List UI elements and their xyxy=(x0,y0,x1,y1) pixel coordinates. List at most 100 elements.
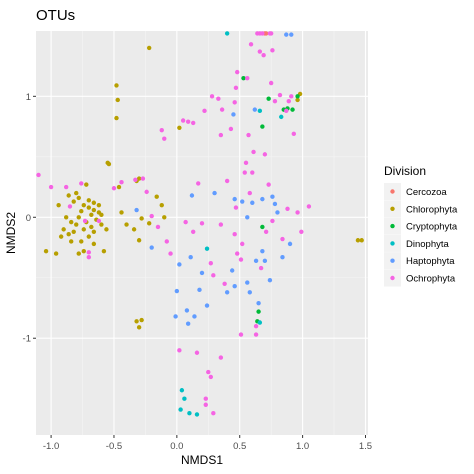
data-point xyxy=(289,32,294,37)
data-point xyxy=(258,265,264,271)
data-point xyxy=(246,132,251,138)
data-point xyxy=(202,108,207,114)
data-point xyxy=(206,369,211,375)
data-point xyxy=(235,69,240,75)
data-point xyxy=(280,254,285,260)
data-point xyxy=(63,215,69,220)
data-point xyxy=(131,227,137,232)
data-point xyxy=(280,236,285,242)
data-point xyxy=(260,248,265,254)
x-tick-label: -0.5 xyxy=(106,441,122,452)
data-point xyxy=(231,112,236,117)
data-point xyxy=(260,31,265,36)
data-point xyxy=(185,321,191,326)
data-point xyxy=(74,190,79,196)
grid-lines xyxy=(36,31,368,435)
data-point xyxy=(196,181,201,186)
data-point xyxy=(245,280,250,285)
data-point xyxy=(277,92,283,98)
data-point xyxy=(149,213,154,219)
data-point xyxy=(260,196,265,202)
data-point xyxy=(155,224,161,230)
data-point xyxy=(119,179,124,185)
data-point xyxy=(86,205,92,210)
data-point xyxy=(248,42,254,47)
x-tick-label: -1.0 xyxy=(43,441,59,452)
data-point xyxy=(219,107,225,112)
data-point xyxy=(194,412,200,417)
data-point xyxy=(43,248,49,254)
data-point xyxy=(266,96,271,101)
data-point xyxy=(81,202,86,208)
data-point xyxy=(260,224,265,230)
chart-title: OTUs xyxy=(36,7,75,24)
data-point xyxy=(61,227,66,232)
data-point xyxy=(257,49,263,54)
data-point xyxy=(180,118,186,123)
data-point xyxy=(124,222,129,227)
legend-key-dot xyxy=(390,275,395,281)
data-point xyxy=(242,170,247,175)
data-point xyxy=(268,80,274,86)
data-point xyxy=(178,407,183,412)
data-point xyxy=(99,212,104,218)
data-point xyxy=(149,245,154,250)
data-point xyxy=(253,323,259,329)
data-point xyxy=(295,210,300,215)
data-point xyxy=(250,200,255,205)
data-point xyxy=(286,98,291,104)
data-point xyxy=(262,152,268,157)
data-point xyxy=(177,262,182,267)
data-point xyxy=(84,182,89,187)
legend-key-dot xyxy=(390,206,395,211)
data-point xyxy=(216,96,221,101)
data-point xyxy=(256,309,261,314)
data-point xyxy=(119,210,124,215)
data-point xyxy=(233,205,239,210)
data-point xyxy=(89,212,94,218)
data-point xyxy=(257,108,263,114)
data-point xyxy=(66,193,71,198)
data-point xyxy=(56,202,61,208)
data-point xyxy=(67,204,73,209)
data-point xyxy=(247,190,252,196)
data-point xyxy=(101,248,107,254)
data-point xyxy=(58,234,64,239)
legend-key-dot xyxy=(390,189,395,194)
data-point xyxy=(222,281,227,287)
data-point xyxy=(295,94,300,99)
data-point xyxy=(104,227,109,232)
data-point xyxy=(208,374,214,380)
data-point xyxy=(154,194,159,199)
data-point xyxy=(173,314,178,319)
data-point xyxy=(262,258,268,264)
data-point xyxy=(190,229,196,234)
data-point xyxy=(211,273,216,278)
y-axis-title: NMDS2 xyxy=(4,212,18,254)
data-point xyxy=(136,238,142,243)
data-point xyxy=(89,224,94,230)
data-point xyxy=(260,124,265,129)
data-point xyxy=(291,131,297,137)
data-point xyxy=(86,250,92,255)
data-point xyxy=(139,317,144,323)
plot-panel xyxy=(36,31,368,435)
data-point xyxy=(177,348,182,353)
data-point xyxy=(359,238,364,243)
y-tick-label: -1 xyxy=(23,334,31,345)
data-point xyxy=(240,241,245,247)
data-point xyxy=(91,241,97,247)
data-point xyxy=(182,396,187,401)
data-point xyxy=(245,75,250,81)
data-point xyxy=(179,388,185,393)
data-point xyxy=(96,202,102,208)
data-point xyxy=(174,288,180,294)
data-point xyxy=(208,261,214,266)
data-point xyxy=(241,75,246,81)
data-point xyxy=(190,120,196,126)
data-point xyxy=(252,107,258,112)
data-point xyxy=(245,215,250,220)
data-point xyxy=(272,98,278,104)
data-point xyxy=(224,178,230,184)
data-point xyxy=(232,284,237,289)
